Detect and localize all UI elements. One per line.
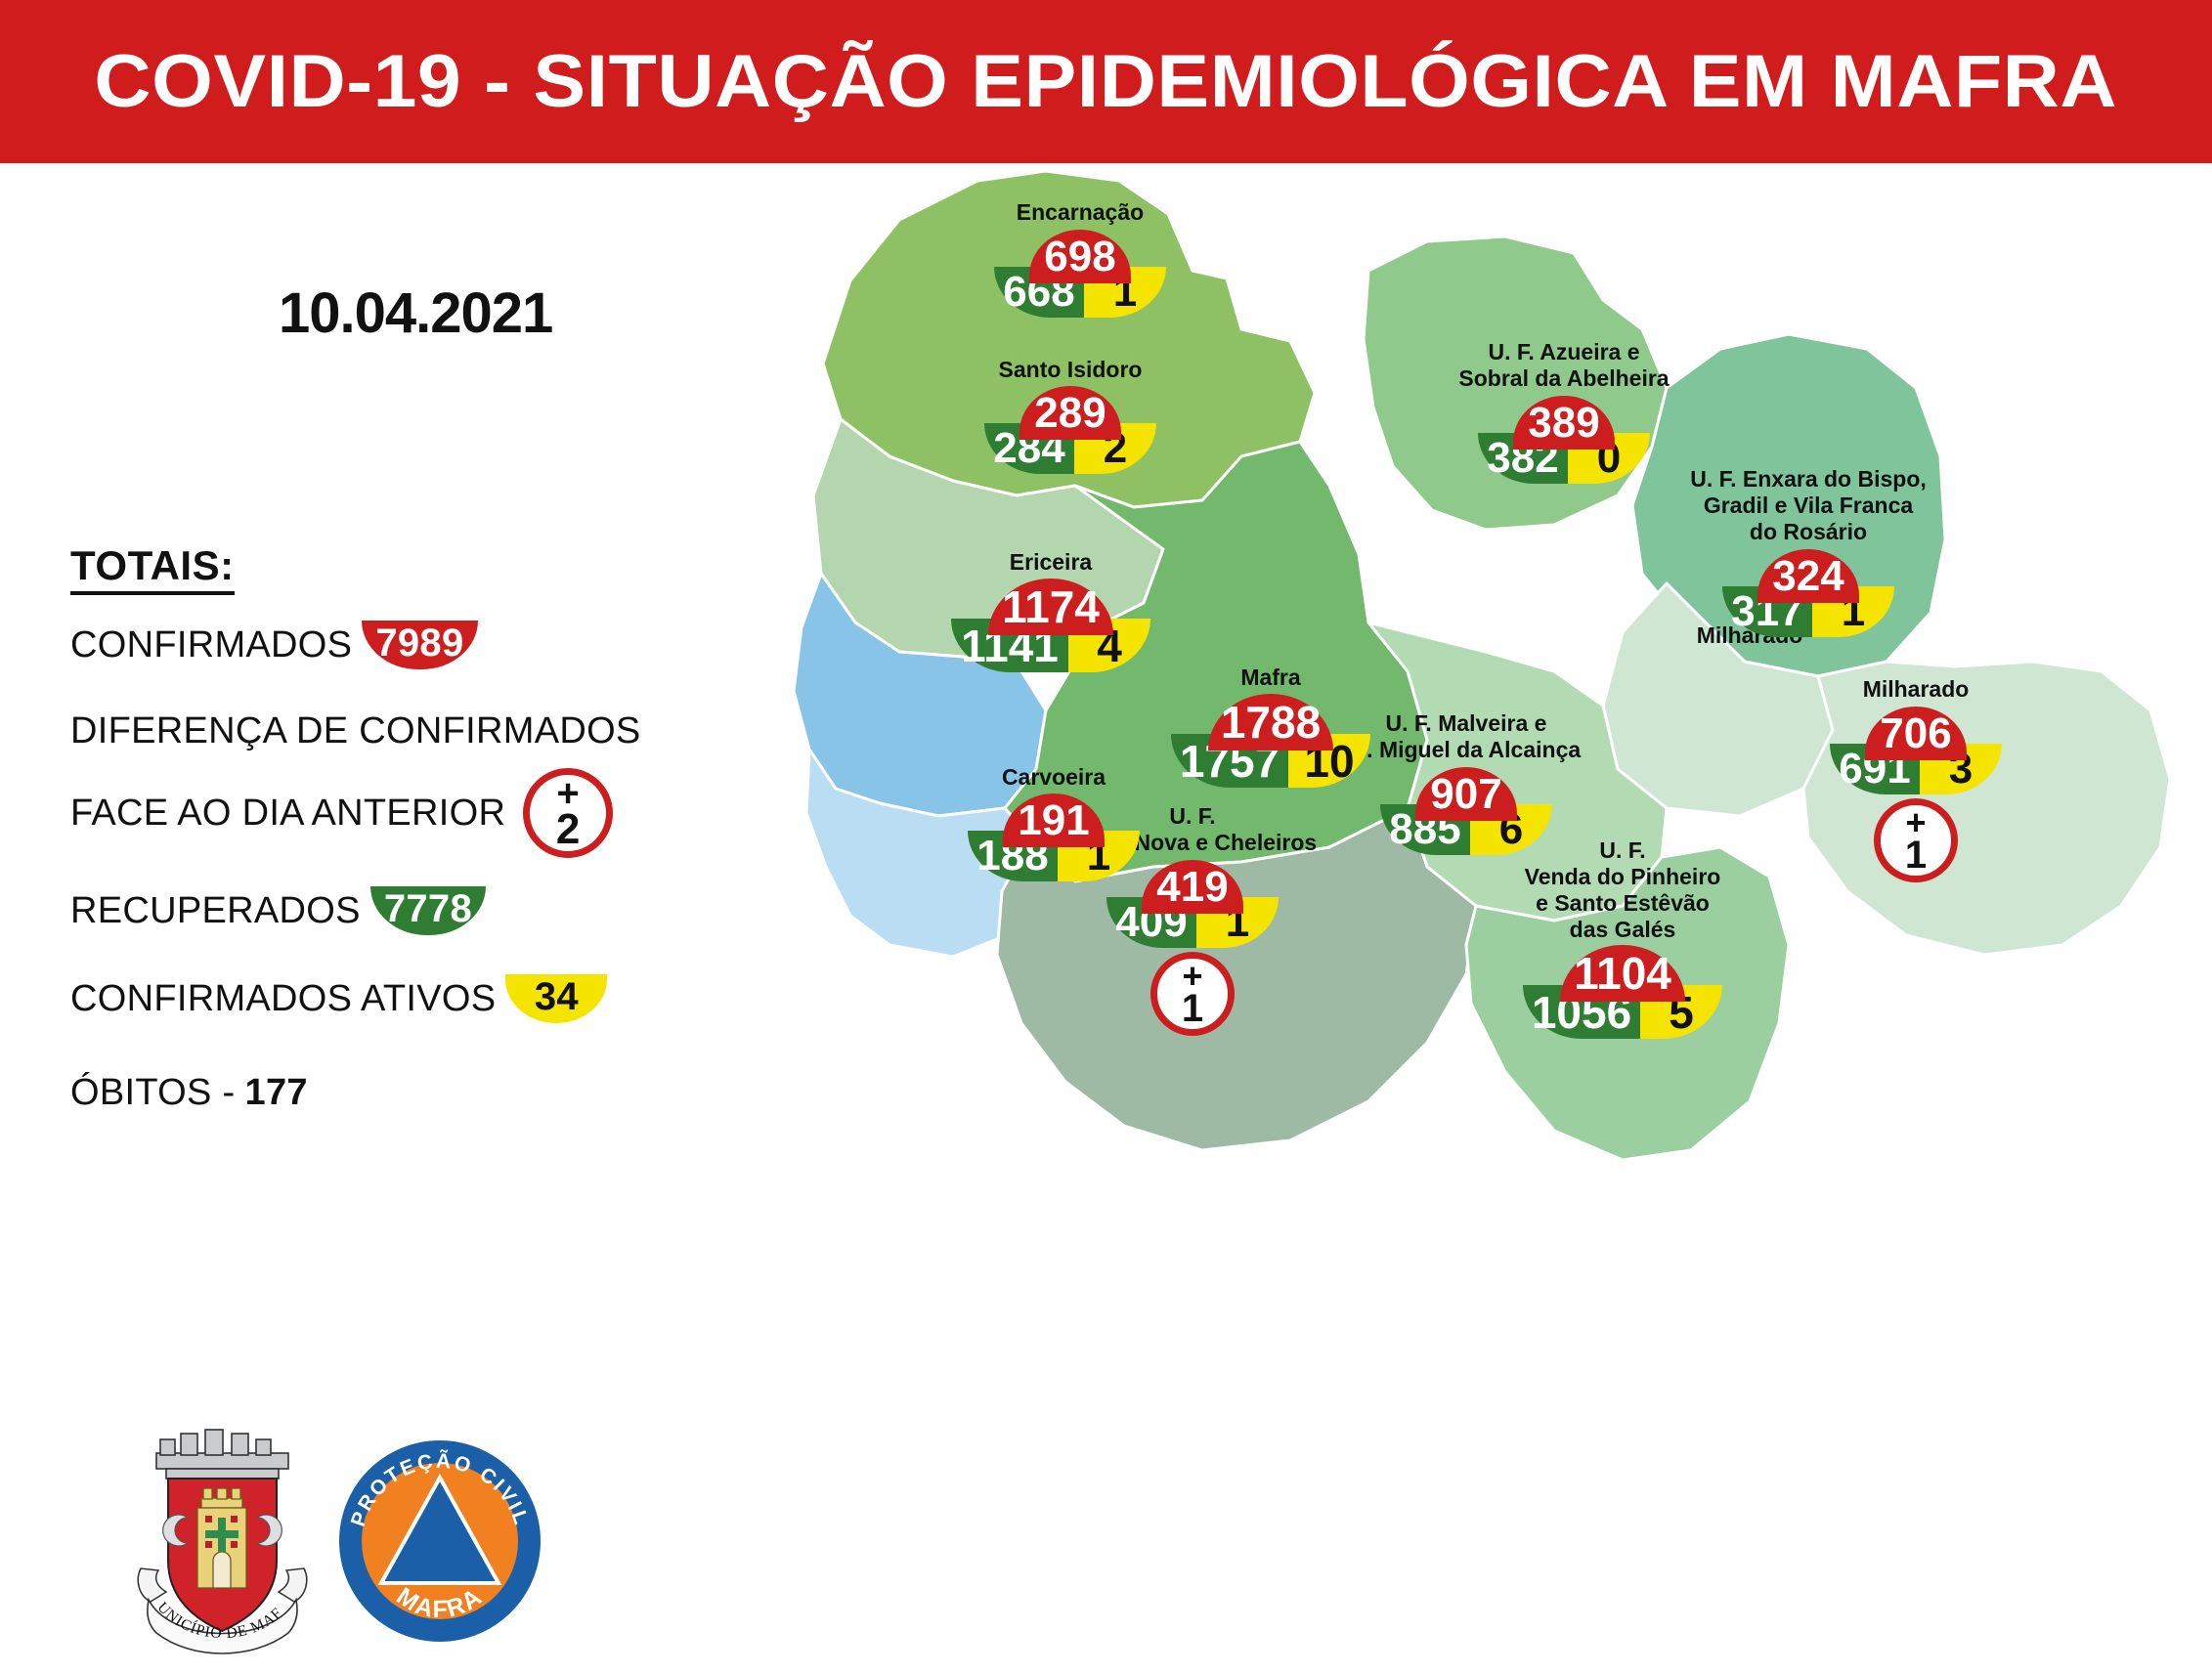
marker-confirmed-uf-malveira-smiguel-alcainca: 907 xyxy=(1415,767,1517,821)
region-label-carvoeira: Carvoeira xyxy=(1001,764,1106,790)
marker-confirmed-ericeira: 1174 xyxy=(988,579,1113,635)
marker-confirmed-santo-isidoro: 289 xyxy=(1019,386,1121,440)
stat-obitos: ÓBITOS - 177 xyxy=(70,1072,308,1114)
stat-confirmados: CONFIRMADOS 7989 xyxy=(70,621,478,669)
stat-ativos-value: 34 xyxy=(505,974,608,1023)
marker-delta-sign-uf-igreja-nova-cheleiros: + xyxy=(1182,956,1203,997)
mafra-municipality-map: Encarnação Santo Isidoro Ericeira Carvoe… xyxy=(782,163,2212,1564)
marker-confirmed-encarnacao: 698 xyxy=(1029,230,1131,283)
marker-uf-malveira-smiguel-alcainca: 907 885 6 xyxy=(1380,767,1552,855)
stat-diferenca-value: 2 xyxy=(555,805,581,854)
marker-confirmed-uf-igreja-nova-cheleiros: 419 xyxy=(1142,860,1243,914)
stat-confirmados-value: 7989 xyxy=(362,621,478,669)
stat-diferenca-label-line2: FACE AO DIA ANTERIOR xyxy=(70,792,506,834)
stat-diferenca-line2: FACE AO DIA ANTERIOR + 2 xyxy=(70,768,614,858)
page-title: COVID-19 - SITUAÇÃO EPIDEMIOLÓGICA EM MA… xyxy=(94,40,2118,123)
stat-recuperados: RECUPERADOS 7778 xyxy=(70,886,486,935)
stat-diferenca-badge: + 2 xyxy=(523,768,614,858)
report-date: 10.04.2021 xyxy=(279,281,553,345)
marker-milharado: 706 691 3 + 1 xyxy=(1830,707,2002,882)
stat-diferenca-sign: + xyxy=(556,772,581,816)
marker-confirmed-uf-azueira-sobral-abelheira: 389 xyxy=(1513,396,1615,450)
marker-delta-value-milharado: 1 xyxy=(1904,834,1928,878)
marker-confirmed-mafra: 1788 xyxy=(1208,694,1333,751)
marker-uf-venda-pinheiro-santo-estevao-gales: 1104 1056 5 xyxy=(1523,945,1722,1039)
region-label-uf-malveira-smiguel-alcainca: U. F. Malveira e S. Miguel da Alcainça xyxy=(1352,710,1582,762)
marker-mafra: 1788 1757 10 xyxy=(1171,694,1370,788)
protecao-civil-mafra-logo: PROTEÇÃO CIVIL MAFRA xyxy=(339,1440,541,1642)
stat-recuperados-value: 7778 xyxy=(369,886,486,935)
summary-sidebar: 10.04.2021 TOTAIS: CONFIRMADOS 7989 DIFE… xyxy=(0,163,782,1654)
marker-delta-uf-igreja-nova-cheleiros: + 1 xyxy=(1150,952,1235,1036)
stat-obitos-label: ÓBITOS - xyxy=(70,1072,236,1113)
region-label-encarnacao: Encarnação xyxy=(1016,199,1145,225)
region-label-mafra: Mafra xyxy=(1240,665,1301,690)
marker-delta-value-uf-igreja-nova-cheleiros: 1 xyxy=(1181,987,1204,1031)
region-label-milharado: Milharado xyxy=(1862,676,1970,702)
region-label-uf-enxara-gradil-vilafranca: U. F. Enxara do Bispo, Gradil e Vila Fra… xyxy=(1690,466,1927,544)
marker-uf-azueira-sobral-abelheira: 389 382 0 xyxy=(1478,396,1650,484)
marker-confirmed-carvoeira: 191 xyxy=(1003,794,1105,847)
stat-ativos: CONFIRMADOS ATIVOS 34 xyxy=(70,974,608,1023)
marker-ericeira: 1174 1141 4 xyxy=(951,579,1150,672)
stat-diferenca: DIFERENÇA DE CONFIRMADOS FACE AO DIA ANT… xyxy=(70,710,641,858)
stat-recuperados-label: RECUPERADOS xyxy=(70,889,361,931)
marker-encarnacao: 698 668 1 xyxy=(994,230,1166,318)
marker-delta-milharado: + 1 xyxy=(1874,798,1958,882)
region-shape-milharado-inset[interactable] xyxy=(1601,581,1835,818)
marker-uf-enxara-gradil-vilafranca: 324 317 1 xyxy=(1722,549,1894,637)
totals-heading: TOTAIS: xyxy=(70,542,235,595)
stat-ativos-label: CONFIRMADOS ATIVOS xyxy=(70,977,497,1019)
marker-delta-sign-milharado: + xyxy=(1905,802,1927,843)
logo-row: MUNICÍPIO DE MAFRA PROTEÇÃO CIVIL MAFRA xyxy=(127,1419,541,1673)
stat-diferenca-label-line1: DIFERENÇA DE CONFIRMADOS xyxy=(70,710,641,751)
marker-uf-igreja-nova-cheleiros: 419 409 1 + 1 xyxy=(1106,860,1279,1036)
marker-carvoeira: 191 188 1 xyxy=(968,794,1140,881)
region-label-santo-isidoro: Santo Isidoro xyxy=(998,357,1143,382)
stat-confirmados-label: CONFIRMADOS xyxy=(70,623,353,665)
marker-confirmed-uf-enxara-gradil-vilafranca: 324 xyxy=(1757,549,1859,603)
region-label-uf-azueira-sobral-abelheira: U. F. Azueira e Sobral da Abelheira xyxy=(1458,339,1670,391)
marker-confirmed-uf-venda-pinheiro-santo-estevao-gales: 1104 xyxy=(1560,945,1685,1002)
municipio-de-mafra-logo: MUNICÍPIO DE MAFRA xyxy=(127,1424,308,1654)
region-label-ericeira: Ericeira xyxy=(1009,549,1093,575)
marker-confirmed-milharado: 706 xyxy=(1865,707,1967,760)
marker-santo-isidoro: 289 284 2 xyxy=(984,386,1156,474)
region-shape-uf-igreja-nova-cheleiros[interactable] xyxy=(995,806,1478,1152)
header-bar: COVID-19 - SITUAÇÃO EPIDEMIOLÓGICA EM MA… xyxy=(0,0,2212,163)
region-label-uf-venda-pinheiro-santo-estevao-gales: U. F. Venda do Pinheiro e Santo Estêvão … xyxy=(1524,837,1721,942)
stat-obitos-value: 177 xyxy=(244,1072,308,1113)
